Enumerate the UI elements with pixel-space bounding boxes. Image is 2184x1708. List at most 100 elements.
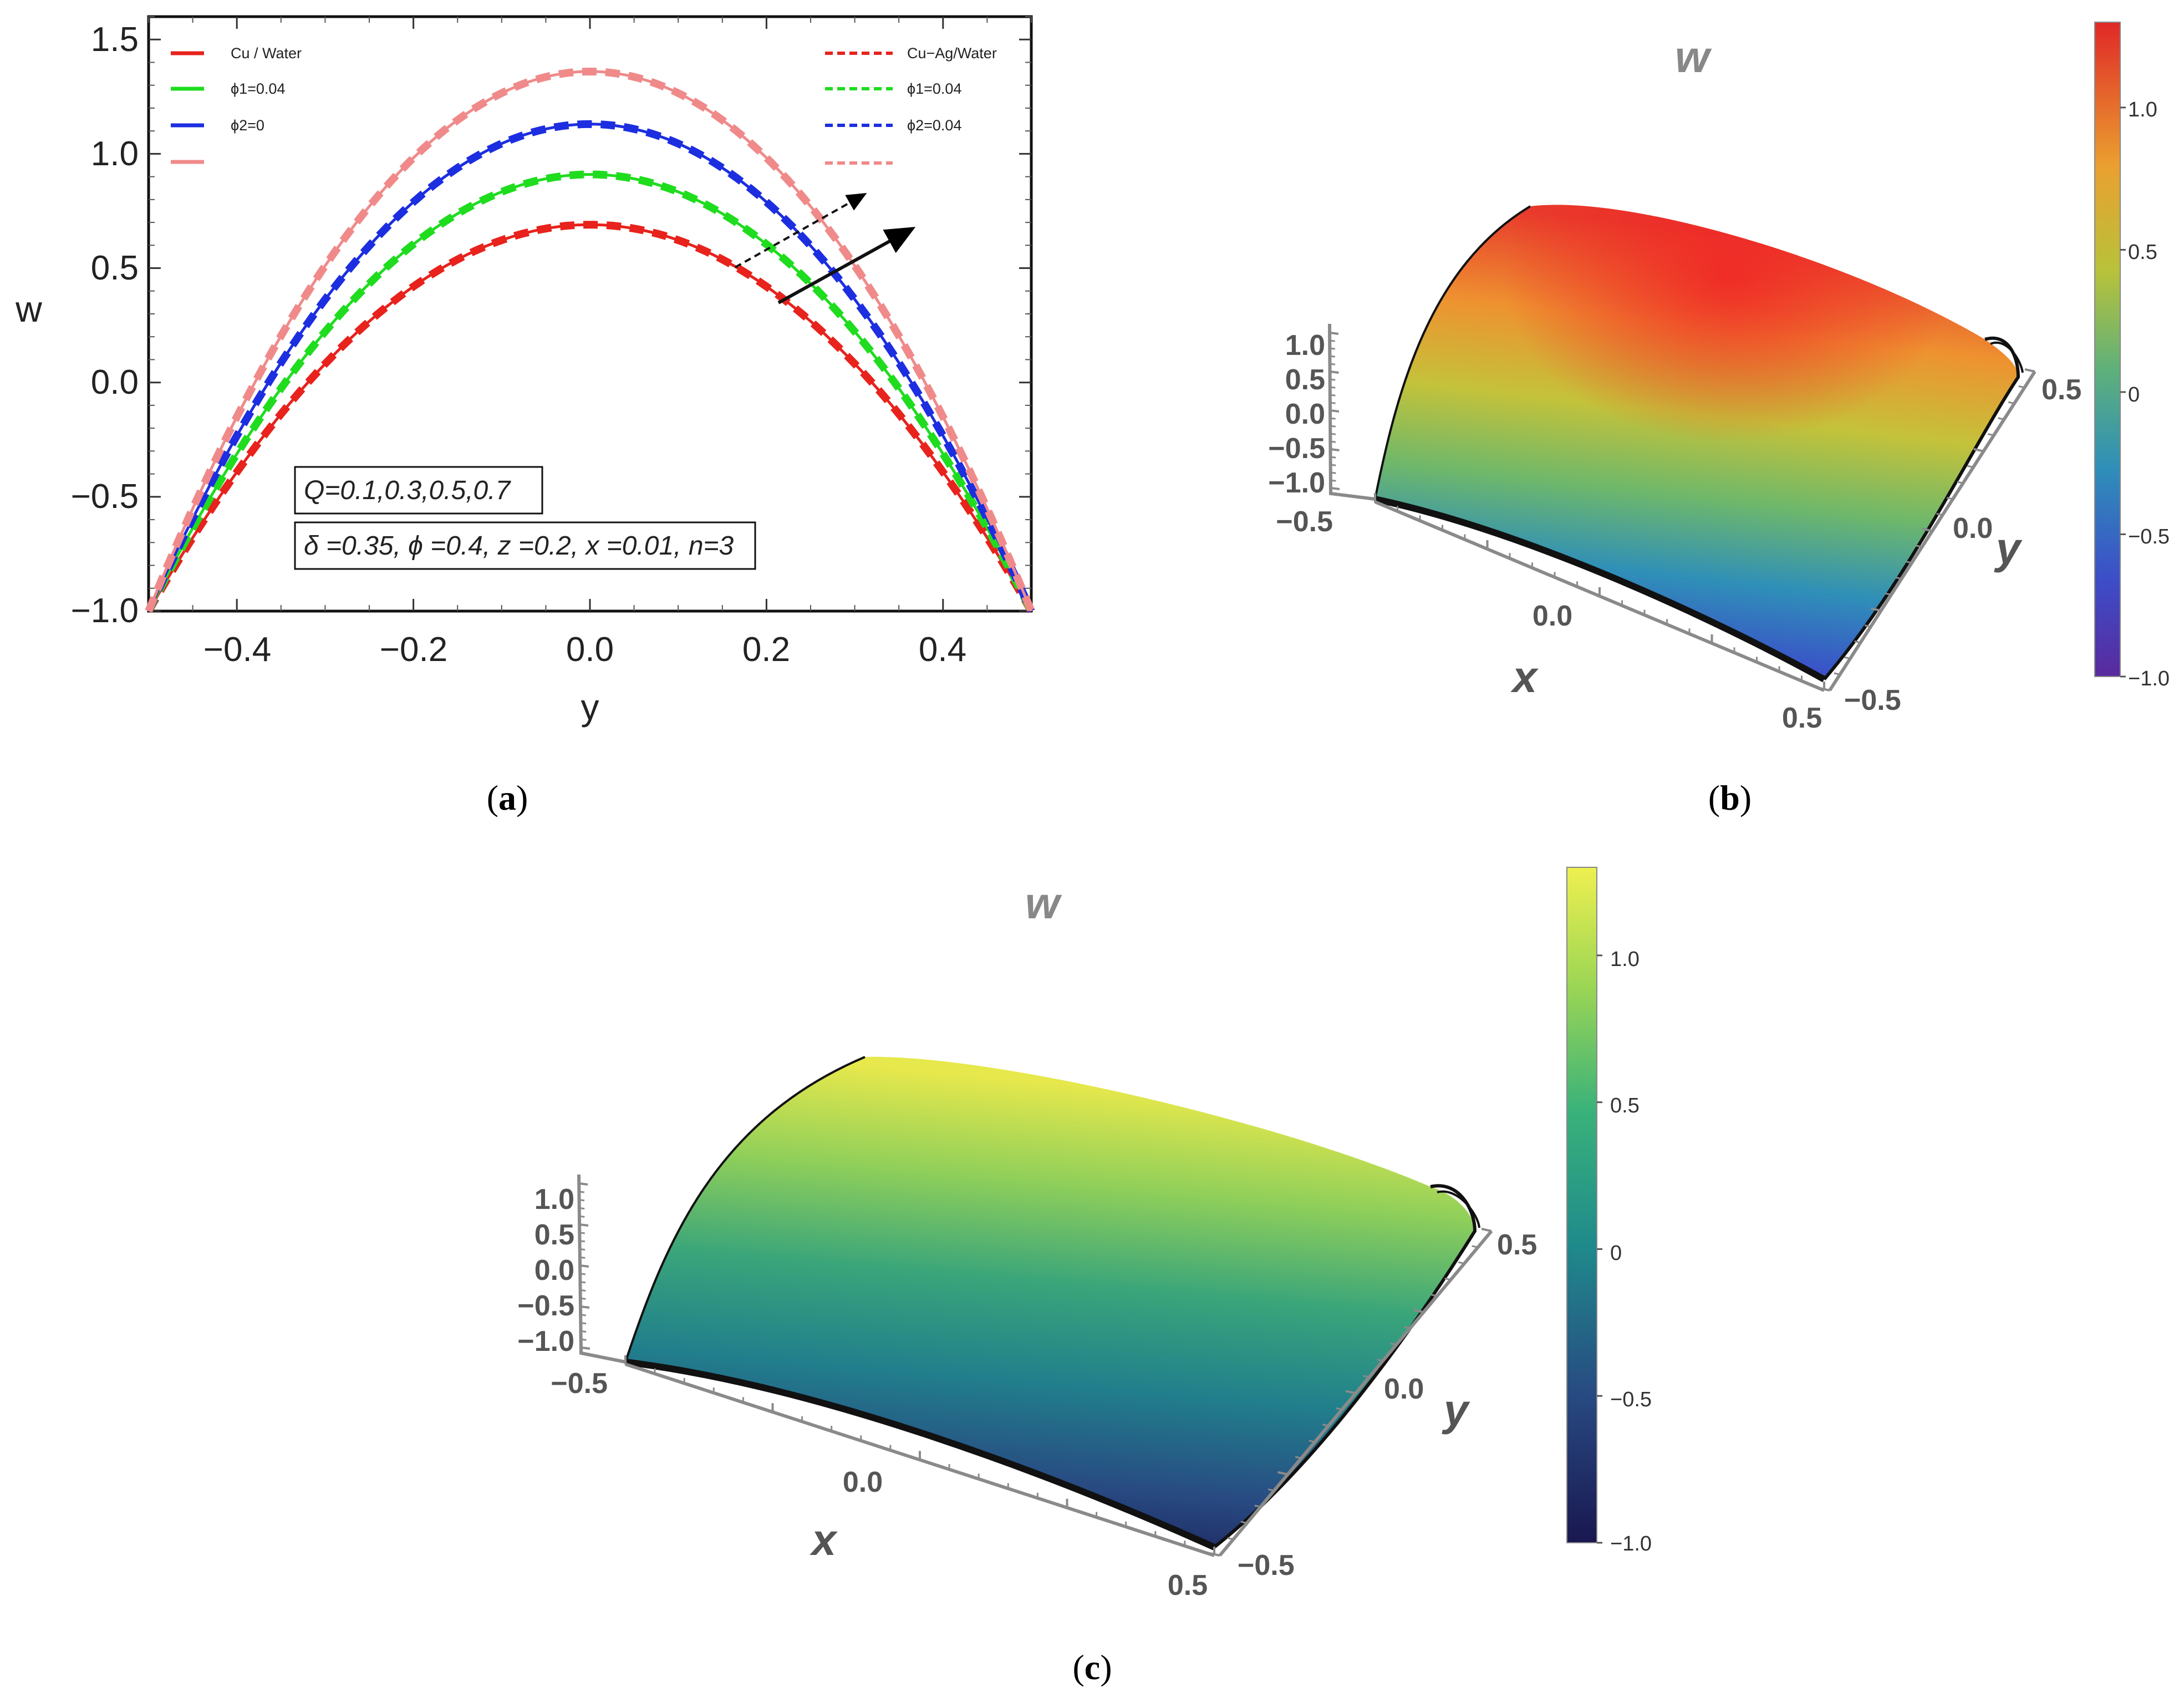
axis-tick — [1329, 339, 1335, 342]
legend-label: ϕ1=0.04 — [231, 80, 285, 97]
axis-tick — [578, 1182, 588, 1186]
y-tick-label: 0.5 — [91, 249, 139, 287]
legend-left: Cu / Water ϕ1=0.04 ϕ2=0 — [171, 45, 302, 164]
z-tick-label: 1.0 — [1285, 329, 1325, 362]
colorbar-tick-label: 1.0 — [1610, 948, 1640, 971]
y-tick-labels: 0.5 0.0 −0.5 — [1844, 374, 2081, 716]
axis-tick — [581, 1322, 587, 1325]
axis-tick — [1254, 1504, 1261, 1508]
axis-tick — [1481, 1228, 1492, 1232]
x-axis-title: y — [581, 687, 599, 728]
colorbar-tick-label: −0.5 — [1610, 1388, 1652, 1411]
panel-a-line-chart: w y −1.0 −0.5 0.0 0.5 1.0 1.5 −0.4 −0.2 … — [15, 15, 1035, 728]
z-tick-label: 0.0 — [1285, 398, 1325, 430]
panel-caption-c: (c) — [1072, 1648, 1112, 1687]
axis-tick — [579, 1199, 585, 1202]
axis-tick — [1277, 1471, 1288, 1476]
axis-tick — [1330, 378, 1336, 381]
panel-caption-a: (a) — [487, 778, 528, 817]
x-tick-label: 0.2 — [742, 631, 790, 669]
colorbar-tick-label: 1.0 — [2128, 98, 2157, 121]
z-tick-label: 0.5 — [1285, 364, 1325, 396]
axis-tick — [1329, 332, 1339, 335]
z-axis-line — [577, 1174, 626, 1364]
legend-label: ϕ2=0 — [231, 117, 264, 134]
x-tick-label: 0.0 — [843, 1466, 883, 1498]
legend-label: Cu / Water — [231, 45, 302, 62]
colorbar — [1566, 867, 1597, 1543]
surface-edge-front — [1374, 496, 1826, 683]
axis-tick — [2008, 401, 2015, 404]
legend-right: Cu−Ag/Water ϕ1=0.04 ϕ2=0.04 — [825, 45, 997, 165]
trend-arrow-dashed — [735, 193, 867, 268]
axis-tick — [1309, 1440, 1315, 1443]
x-tick-label: 0.0 — [566, 631, 614, 669]
surface-title: w — [1675, 32, 1712, 82]
axis-tick — [581, 1338, 587, 1341]
axis-tick — [1330, 370, 1339, 374]
y-tick-labels: 0.5 0.0 −0.5 — [1238, 1229, 1537, 1582]
axis-tick — [1330, 386, 1336, 389]
axis-tick — [581, 1346, 590, 1350]
x-tick-label: 0.0 — [1533, 600, 1572, 632]
colorbar-tick-labels: 1.0 0.5 0 −0.5 −1.0 — [2128, 98, 2170, 690]
axis-tick — [1330, 471, 1336, 474]
axis-tick — [1336, 1407, 1342, 1411]
surface-hot-spot — [1375, 205, 2018, 679]
z-tick-labels: 1.0 0.5 0.0 −0.5 −1.0 — [517, 1183, 574, 1358]
annotation-box — [294, 466, 543, 515]
axis-tick — [1430, 1294, 1438, 1297]
y-tick-label: 0.5 — [2042, 374, 2081, 406]
axis-tick — [1946, 497, 1953, 500]
panel-c-surface: w 1.0 0.5 0.0 −0.5 −1.0 −0.5 0.0 0.5 0.5… — [517, 867, 1652, 1602]
legend-label: ϕ1=0.04 — [907, 80, 961, 97]
axis-tick — [1922, 527, 1933, 532]
axis-tick — [1322, 1424, 1329, 1427]
axis-tick — [1854, 640, 1861, 644]
axis-tick — [1330, 440, 1336, 443]
surface-edge-right-2 — [1437, 1190, 1480, 1228]
axis-tick — [1987, 433, 1994, 436]
axis-tick — [1330, 417, 1336, 420]
z-tick-labels: 1.0 0.5 0.0 −0.5 −1.0 — [1268, 329, 1325, 499]
x-axis-title: x — [810, 1515, 838, 1564]
axis-tick — [580, 1281, 586, 1284]
colorbar-tick-label: −0.5 — [2128, 525, 2170, 548]
axis-tick — [1295, 1456, 1302, 1459]
x-tick-labels: −0.5 0.0 0.5 — [1276, 506, 1822, 734]
y-axis-title: w — [15, 288, 42, 329]
axis-tick — [1871, 607, 1881, 612]
z-tick-label: −1.0 — [1268, 467, 1325, 499]
surface-edge-ridge — [624, 1056, 866, 1363]
axis-tick — [2018, 385, 2025, 389]
axis-tick — [579, 1264, 589, 1268]
y-tick-label: 0.0 — [91, 363, 139, 401]
axis-tick — [1973, 448, 1984, 453]
series-line-solid — [147, 123, 1033, 612]
colorbar-tick-label: 0.5 — [1610, 1094, 1640, 1117]
axis-tick — [1345, 1390, 1356, 1395]
axis-tick — [1330, 347, 1335, 350]
series-line-solid — [147, 70, 1033, 612]
z-tick-label: 0.5 — [534, 1219, 574, 1251]
x-tick-label: −0.5 — [1276, 506, 1333, 538]
axis-tick — [579, 1215, 585, 1218]
z-tick-label: −0.5 — [517, 1290, 574, 1322]
y-tick-label: −0.5 — [71, 477, 139, 516]
axis-tick — [1413, 1309, 1424, 1314]
axis-tick — [1390, 1342, 1397, 1346]
axis-tick — [1209, 1552, 1220, 1557]
x-tick-labels: −0.4 −0.2 0.0 0.2 0.4 — [203, 631, 966, 669]
axis-tick — [1240, 1521, 1248, 1524]
z-tick-label: −0.5 — [1268, 433, 1325, 465]
axis-tick — [579, 1223, 589, 1227]
colorbar-tick-label: 0 — [1610, 1242, 1622, 1265]
y-tick-label: 0.0 — [1384, 1373, 1424, 1405]
axis-tick — [1330, 479, 1336, 482]
legend-label: Cu−Ag/Water — [907, 45, 997, 62]
axis-tick — [1376, 1359, 1383, 1362]
x-tick-label: −0.2 — [380, 631, 447, 669]
axis-tick — [1885, 592, 1892, 596]
colorbar — [2094, 22, 2121, 677]
annotation-box — [294, 521, 756, 570]
